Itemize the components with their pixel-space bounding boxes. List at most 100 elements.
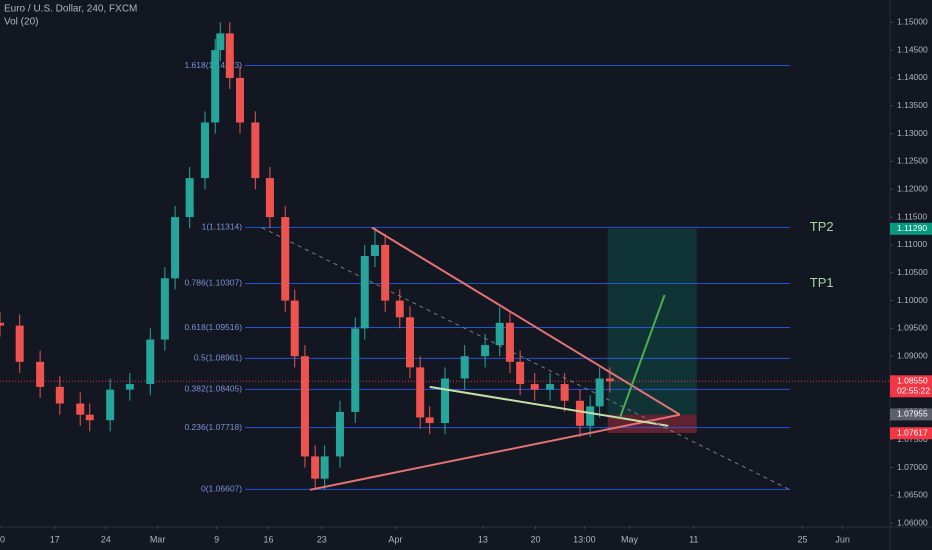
- candle-body: [605, 378, 614, 382]
- price-tag: [890, 222, 932, 235]
- target-label: TP2: [810, 219, 834, 234]
- x-tick-label: 24: [101, 534, 111, 544]
- fib-label: 0(1.06607): [201, 484, 242, 494]
- y-tick-label: 1.13000: [897, 128, 928, 138]
- candle-body: [360, 256, 369, 329]
- trend-line: [429, 385, 669, 427]
- x-tick-label: 9: [214, 534, 219, 544]
- x-tick-label: 20: [530, 534, 540, 544]
- price-tag: [890, 408, 932, 421]
- candle-body: [495, 322, 504, 346]
- candle-body: [281, 217, 290, 301]
- candle-body: [15, 325, 24, 362]
- candle-body: [160, 278, 169, 340]
- fib-label: 0.236(1.07718): [184, 422, 242, 432]
- candle-body: [211, 50, 220, 123]
- candle-body: [481, 345, 490, 357]
- trend-line: [371, 226, 681, 416]
- y-tick-label: 1.06000: [897, 517, 928, 527]
- x-tick-label: 13:00: [573, 534, 596, 544]
- price-tag-label: 1.08550: [897, 376, 928, 386]
- candle-body: [395, 300, 404, 318]
- price-tag-label: 1.11290: [897, 223, 927, 233]
- x-tick-label: May: [621, 534, 639, 544]
- candle-body: [546, 384, 555, 390]
- candle-body: [425, 417, 434, 424]
- candle-body: [405, 317, 414, 368]
- candle-body: [146, 339, 155, 385]
- candle-body: [76, 403, 85, 415]
- candle-body: [236, 77, 245, 123]
- candle-body: [311, 456, 320, 479]
- trend-line: [309, 413, 681, 491]
- trend-line: [619, 294, 666, 418]
- candle-body: [225, 33, 234, 78]
- y-tick-label: 1.09000: [897, 350, 928, 360]
- y-tick-label: 1.14500: [897, 44, 928, 54]
- y-tick-label: 1.09500: [897, 323, 928, 333]
- candle-body: [55, 386, 64, 404]
- y-tick-label: 1.11500: [897, 211, 927, 221]
- candle-body: [586, 406, 595, 426]
- target-label: TP1: [810, 275, 834, 290]
- x-tick-label: 13: [478, 534, 488, 544]
- y-tick-label: 1.12000: [897, 183, 928, 193]
- x-tick-label: 11: [689, 534, 698, 544]
- candle-body: [505, 322, 514, 362]
- y-tick-label: 1.07000: [897, 462, 928, 472]
- candle-body: [0, 322, 4, 326]
- fib-label: 0.5(1.08961): [194, 353, 242, 363]
- price-tag: [890, 375, 932, 398]
- fib-label: 0.786(1.10307): [184, 278, 242, 288]
- candle-body: [351, 328, 360, 412]
- candle-body: [200, 122, 209, 179]
- candle-body: [381, 244, 390, 301]
- countdown: 02:55:22: [897, 386, 930, 396]
- candle-body: [370, 244, 379, 257]
- candle-body: [36, 361, 45, 387]
- candle-body: [251, 122, 260, 179]
- x-tick-label: Jun: [835, 534, 850, 544]
- x-tick-label: 16: [263, 534, 273, 544]
- candle-body: [560, 384, 569, 401]
- x-tick-label: 17: [50, 534, 60, 544]
- candle-body: [320, 456, 329, 479]
- price-tag: [890, 427, 932, 440]
- trend-line: [261, 227, 791, 491]
- candle-body: [85, 414, 94, 421]
- x-tick-label: Apr: [388, 534, 402, 544]
- candle-body: [530, 384, 539, 390]
- fib-label: 1(1.11314): [202, 222, 243, 232]
- fib-label: 0.382(1.08405): [184, 384, 242, 394]
- y-tick-label: 1.15000: [897, 17, 928, 27]
- x-tick-label: Mar: [150, 534, 166, 544]
- candle-body: [125, 384, 134, 390]
- candle-body: [595, 378, 604, 407]
- chart-title: Euro / U.S. Dollar, 240, FXCM: [4, 4, 137, 15]
- candle-body: [335, 411, 344, 457]
- candle-body: [441, 378, 449, 424]
- y-tick-label: 1.13500: [897, 100, 928, 110]
- candle-body: [300, 356, 309, 457]
- y-tick-label: 1.10500: [897, 267, 928, 277]
- y-tick-label: 1.14000: [897, 72, 928, 82]
- fib-label: 0.618(1.09516): [184, 322, 242, 332]
- x-tick-label: 10: [0, 534, 5, 544]
- y-tick-label: 1.11000: [897, 239, 927, 249]
- price-tag-label: 1.07617: [897, 427, 928, 437]
- profit-zone: [607, 228, 697, 415]
- price-tag-label: 1.07955: [897, 409, 928, 419]
- y-tick-label: 1.12500: [897, 156, 928, 166]
- candle-body: [171, 217, 180, 279]
- x-tick-label: 23: [317, 534, 327, 544]
- candle-body: [575, 400, 584, 426]
- candle-body: [265, 178, 274, 218]
- y-tick-label: 1.06500: [897, 490, 928, 500]
- candle-body: [516, 361, 525, 385]
- candle-body: [290, 300, 299, 357]
- candle-body: [216, 33, 225, 51]
- candle-body: [185, 178, 194, 218]
- candle-body: [460, 356, 469, 379]
